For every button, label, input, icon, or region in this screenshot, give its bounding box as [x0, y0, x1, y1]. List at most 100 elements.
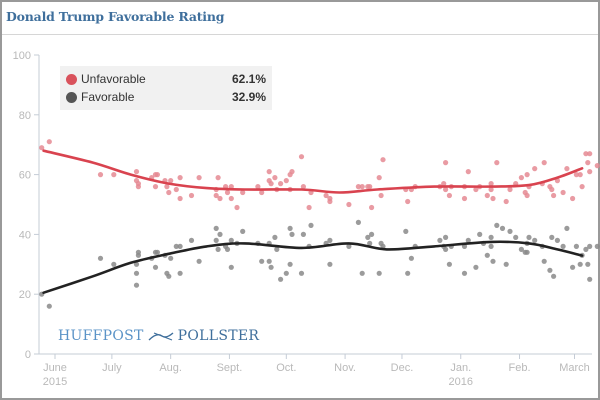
unfavorable-point — [213, 192, 219, 199]
favorable-point — [259, 258, 265, 264]
favorable-point — [376, 270, 382, 276]
favorable-trend-line — [42, 240, 584, 294]
unfavorable-point — [367, 184, 373, 190]
favorable-point — [133, 282, 140, 288]
y-tick-label: 40 — [19, 229, 31, 241]
unfavorable-point — [228, 195, 234, 202]
unfavorable-point — [355, 184, 361, 190]
favorable-point — [443, 246, 449, 252]
unfavorable-point — [323, 192, 329, 199]
unfavorable-point — [518, 175, 525, 181]
favorable-point — [499, 225, 506, 231]
unfavorable-point — [441, 181, 447, 187]
unfavorable-point — [564, 166, 570, 172]
unfavorable-point — [507, 186, 513, 193]
x-tick-label: Aug. — [159, 362, 182, 374]
unfavorable-point — [573, 172, 580, 178]
unfavorable-point — [443, 160, 449, 166]
favorable-point — [551, 273, 557, 279]
huffpost-pollster-logo: HUFFPOST POLLSTER — [58, 328, 259, 344]
unfavorable-trend-line — [42, 149, 584, 194]
favorable-point — [289, 231, 295, 237]
legend-label: Unfavorable — [81, 72, 146, 86]
favorable-point — [524, 249, 530, 255]
favorable-point — [133, 270, 140, 276]
favorable-point — [173, 243, 179, 249]
legend-item-unfavorable[interactable]: Unfavorable 62.1% — [66, 72, 266, 88]
unfavorable-point — [494, 160, 500, 166]
unfavorable-point — [488, 181, 494, 187]
unfavorable-point — [168, 178, 174, 184]
unfavorable-point — [240, 189, 246, 196]
favorable-point — [507, 228, 513, 234]
axes: 0 20 40 60 80 100 June 2015 July Aug. Sept. Oct. Nov… — [13, 50, 592, 388]
unfavorable-point — [272, 175, 278, 181]
favorable-point — [168, 255, 174, 261]
favorable-point — [594, 243, 600, 249]
favorable-point — [213, 225, 219, 231]
favorable-point — [346, 243, 352, 249]
unfavorable-point — [135, 184, 141, 190]
unfavorable-point — [488, 186, 494, 193]
unfavorable-point — [166, 189, 172, 196]
favorable-point — [488, 234, 494, 240]
unfavorable-point — [577, 172, 583, 178]
favorable-point — [274, 246, 280, 252]
unfavorable-point — [490, 195, 496, 202]
favorable-point — [465, 237, 471, 243]
unfavorable-point — [524, 172, 530, 178]
unfavorable-point — [217, 195, 223, 202]
legend: Unfavorable 62.1% Favorable 32.9% — [60, 66, 272, 110]
unfavorable-point — [376, 175, 382, 181]
unfavorable-point — [111, 172, 117, 178]
favorable-point — [266, 258, 272, 264]
favorable-point — [494, 222, 500, 228]
favorable-point — [573, 243, 580, 249]
header-divider — [2, 34, 598, 35]
favorable-point — [359, 270, 365, 276]
favorable-point — [484, 252, 490, 258]
unfavorable-point — [39, 145, 45, 151]
favorable-point — [587, 276, 593, 282]
favorable-point — [188, 237, 195, 243]
favorable-point — [446, 261, 452, 267]
x-tick-label: Feb. — [509, 362, 531, 374]
favorable-point — [405, 270, 411, 276]
favorable-point — [298, 270, 305, 276]
favorable-point — [518, 246, 525, 252]
favorable-swatch-icon — [66, 92, 77, 103]
favorable-point — [585, 261, 591, 267]
unfavorable-point — [278, 181, 284, 187]
unfavorable-point — [579, 184, 585, 190]
y-tick-label: 100 — [13, 50, 31, 62]
unfavorable-point — [188, 192, 195, 199]
unfavorable-point — [306, 204, 312, 211]
unfavorable-points — [39, 139, 600, 211]
favorable-point — [513, 234, 519, 240]
unfavorable-point — [446, 192, 452, 199]
unfavorable-point — [228, 184, 234, 190]
unfavorable-point — [524, 192, 530, 199]
unfavorable-point — [300, 184, 306, 190]
unfavorable-point — [268, 181, 274, 187]
unfavorable-point — [461, 195, 468, 202]
favorable-point — [403, 228, 409, 234]
favorable-point — [526, 234, 532, 240]
legend-value: 32.9% — [231, 90, 266, 104]
favorable-point — [283, 270, 289, 276]
x-tick-label: Dec. — [391, 362, 414, 374]
unfavorable-point — [164, 184, 170, 190]
favorable-point — [215, 246, 221, 252]
favorable-point — [228, 264, 234, 270]
favorable-point — [300, 231, 306, 237]
brand-left: HUFFPOST — [58, 328, 144, 344]
unfavorable-point — [405, 198, 411, 205]
legend-item-favorable[interactable]: Favorable 32.9% — [66, 90, 266, 106]
favorable-point — [367, 240, 373, 246]
unfavorable-point — [152, 184, 159, 190]
unfavorable-point — [443, 186, 449, 193]
favorable-point — [97, 255, 104, 261]
unfavorable-point — [587, 151, 593, 157]
favorable-point — [503, 261, 509, 267]
chart-title: Donald Trump Favorable Rating — [6, 9, 225, 24]
